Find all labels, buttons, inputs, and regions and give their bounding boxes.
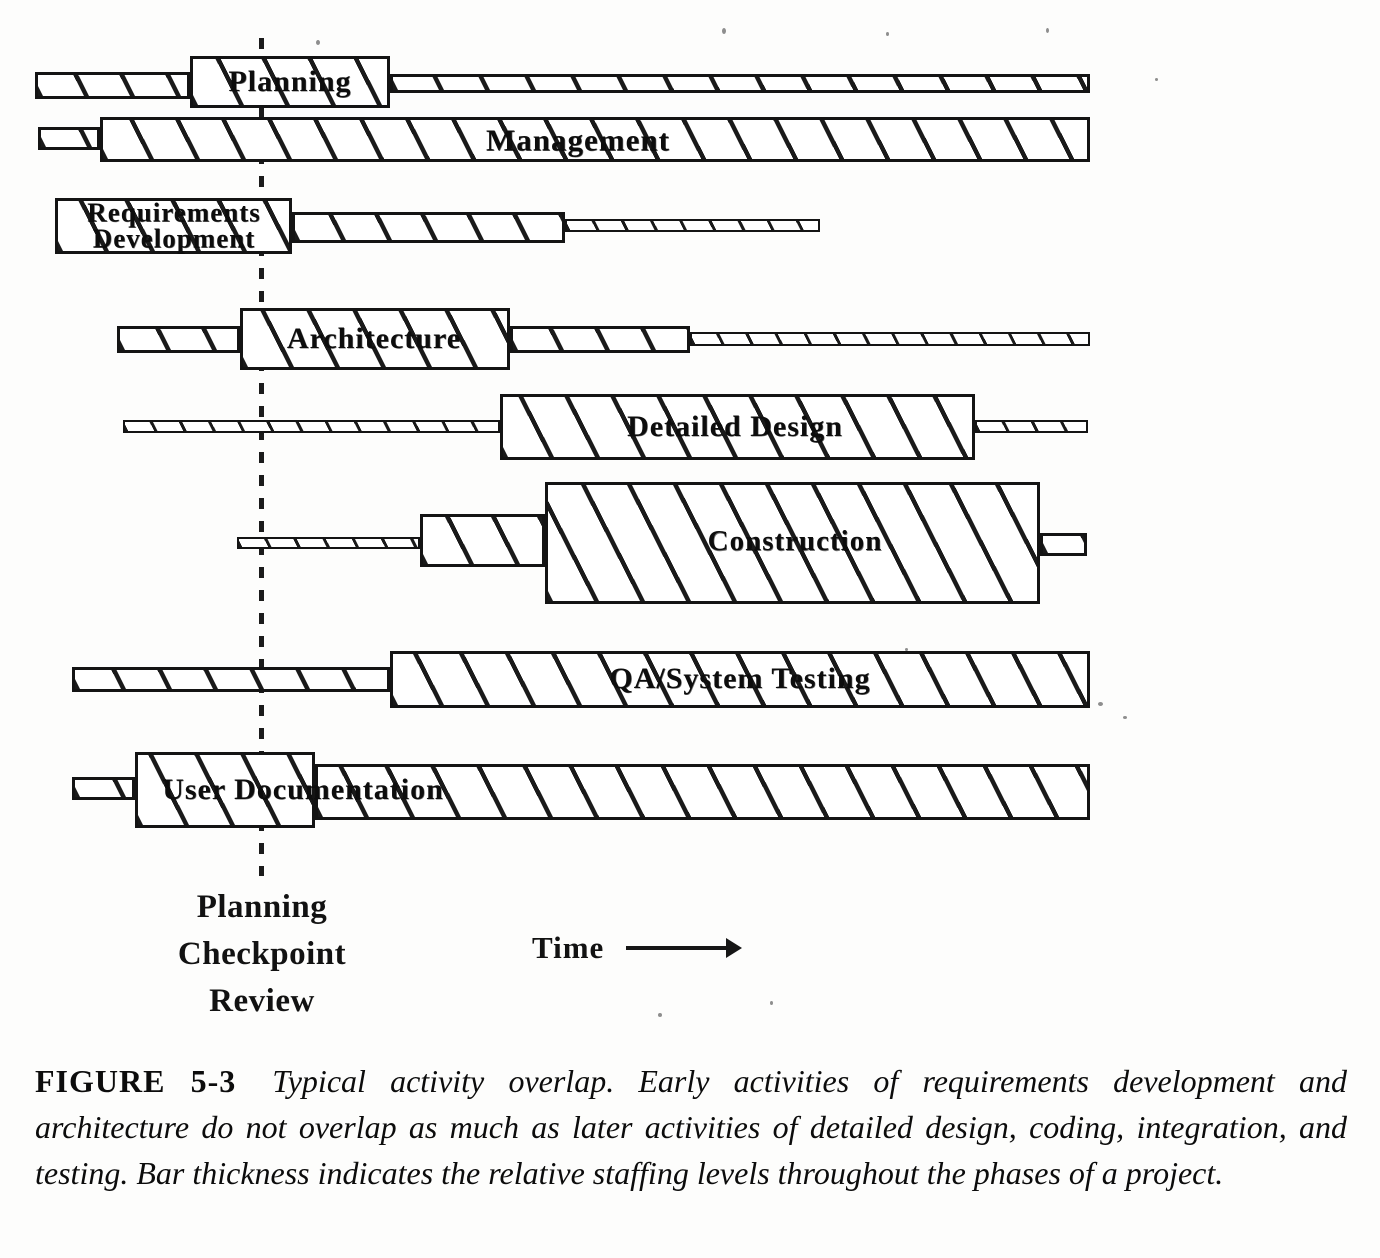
- bar-architecture-segment-1: [117, 326, 240, 353]
- scan-speck: [722, 28, 726, 34]
- scan-speck: [1098, 702, 1103, 706]
- bar-label-qa-system-testing: QA/System Testing: [609, 661, 871, 695]
- time-label: Time: [532, 930, 605, 965]
- bar-architecture-segment-2: [240, 308, 510, 370]
- scan-speck: [770, 1001, 773, 1005]
- time-arrow-icon: [626, 938, 743, 958]
- scan-speck: [905, 648, 908, 651]
- bar-detailed-design-segment-1: [123, 420, 500, 433]
- bar-label-management: Management: [486, 122, 670, 158]
- bar-label-planning: Planning: [228, 64, 352, 98]
- scan-speck: [658, 1013, 662, 1017]
- bar-construction-segment-1: [237, 537, 420, 549]
- bar-architecture-segment-3: [510, 326, 690, 353]
- checkpoint-review-label: Planning Checkpoint Review: [178, 884, 346, 1025]
- checkpoint-line-3: Review: [209, 983, 315, 1019]
- bar-user-documentation-segment-3: [315, 764, 1090, 820]
- bar-requirements-development-segment-3: [565, 219, 820, 232]
- planning-checkpoint-dashed-line: [259, 38, 264, 876]
- bar-construction-segment-4: [1040, 533, 1087, 556]
- checkpoint-line-1: Planning: [196, 889, 328, 925]
- bar-construction-segment-3: [545, 482, 1040, 604]
- scan-speck: [1155, 78, 1158, 81]
- bar-qa-system-testing-segment-2: [390, 651, 1090, 708]
- figure-caption-text: Typical activity overlap. Early activiti…: [35, 1063, 1348, 1191]
- bar-planning-segment-2: [190, 56, 390, 108]
- checkpoint-line-2: Checkpoint: [177, 936, 347, 972]
- figure-caption: FIGURE 5-3 Typical activity overlap. Earl…: [35, 1058, 1347, 1196]
- scan-speck: [1046, 28, 1049, 33]
- bar-label-requirements-development: Requirements Development: [87, 197, 261, 253]
- time-axis: Time: [532, 930, 743, 966]
- bar-requirements-development-segment-2: [292, 212, 565, 243]
- scan-speck: [886, 32, 889, 36]
- bar-planning-segment-1: [35, 72, 190, 99]
- scan-speck: [316, 40, 320, 45]
- bar-user-documentation-segment-1: [72, 777, 135, 800]
- figure-number-label: FIGURE 5-3: [35, 1063, 237, 1099]
- bar-requirements-development-segment-1: [55, 198, 292, 254]
- bar-qa-system-testing-segment-1: [72, 667, 390, 692]
- bar-architecture-segment-4: [690, 332, 1090, 346]
- bar-planning-segment-3: [390, 74, 1090, 93]
- bar-construction-segment-2: [420, 514, 545, 567]
- bar-detailed-design-segment-2: [500, 394, 975, 460]
- bar-label-user-documentation: User Documentation: [162, 772, 444, 806]
- scan-speck: [1123, 716, 1127, 719]
- bar-detailed-design-segment-3: [975, 420, 1088, 433]
- bar-label-detailed-design: Detailed Design: [627, 409, 843, 443]
- bar-label-architecture: Architecture: [286, 321, 462, 355]
- bar-user-documentation-segment-2: [135, 752, 315, 828]
- bar-label-construction: Construction: [707, 525, 883, 558]
- bar-management-segment-2: [100, 117, 1090, 162]
- bar-management-segment-1: [38, 127, 100, 150]
